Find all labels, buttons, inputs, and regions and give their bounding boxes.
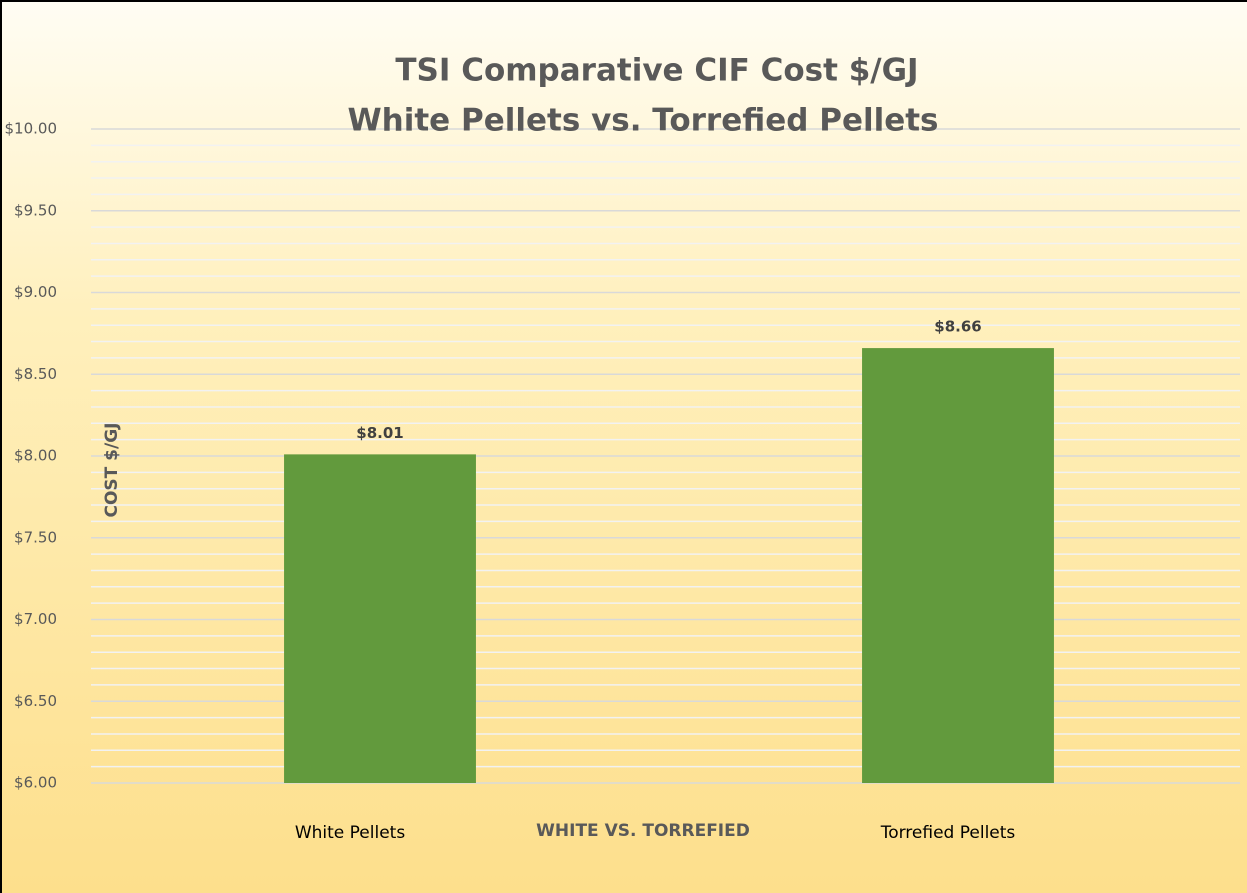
data-label: $8.01 (356, 424, 403, 442)
x-tick-label: White Pellets (295, 823, 406, 843)
y-tick-label: $8.50 (14, 365, 57, 383)
x-axis-title: WHITE VS. TORREFIED (536, 821, 750, 841)
grid (91, 128, 1240, 784)
y-tick-label: $6.50 (14, 692, 57, 710)
y-tick-label: $7.00 (14, 610, 57, 628)
bar (284, 454, 476, 783)
y-tick-label: $9.00 (14, 283, 57, 301)
y-axis-title: COST $/GJ (102, 422, 122, 517)
data-label: $8.66 (934, 318, 981, 336)
y-tick-label: $9.50 (14, 201, 57, 219)
y-tick-label: $6.00 (14, 774, 57, 792)
bar (862, 348, 1054, 783)
y-tick-label: $7.50 (14, 528, 57, 546)
chart-title: TSI Comparative CIF Cost $/GJ (395, 53, 918, 89)
y-tick-label: $8.00 (14, 447, 57, 465)
y-tick-label: $10.00 (5, 120, 58, 138)
chart-subtitle: White Pellets vs. Torrefied Pellets (347, 103, 938, 139)
x-tick-label: Torrefied Pellets (880, 823, 1016, 843)
